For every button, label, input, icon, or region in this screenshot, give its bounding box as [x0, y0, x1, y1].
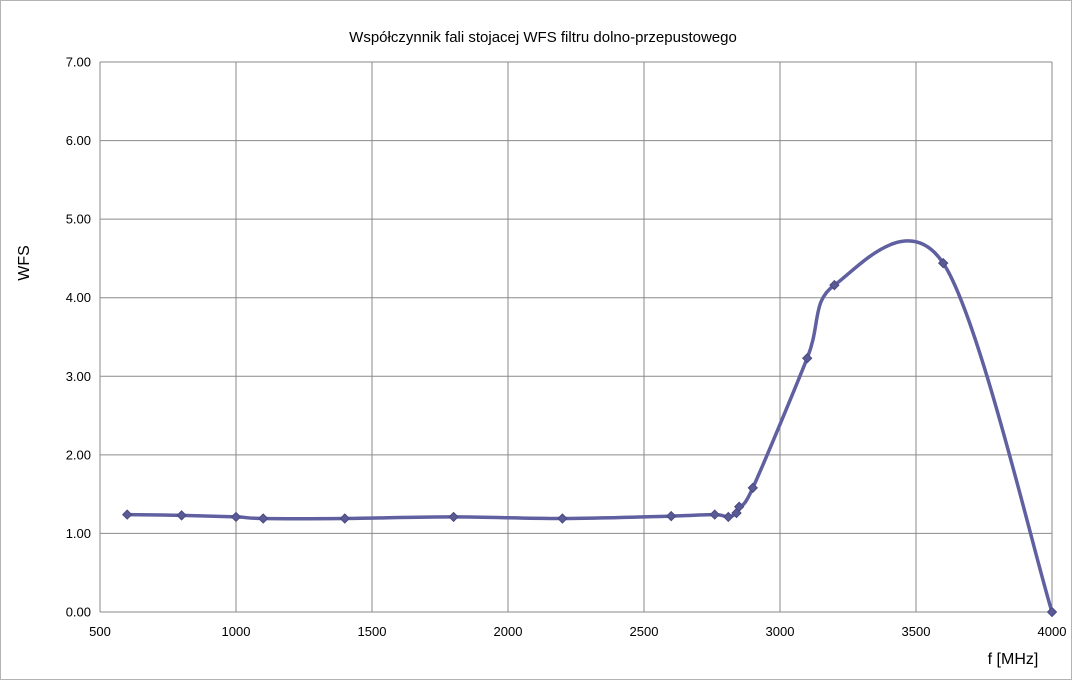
y-tick-label: 6.00 — [66, 133, 91, 148]
data-point — [557, 513, 568, 524]
y-tick-label: 4.00 — [66, 290, 91, 305]
y-tick-label: 7.00 — [66, 55, 91, 70]
data-point — [801, 353, 813, 364]
x-tick-label: 500 — [89, 624, 111, 639]
chart-title: Współczynnik fali stojacej WFS filtru do… — [349, 29, 737, 46]
data-point — [937, 257, 949, 269]
data-point — [448, 511, 459, 523]
y-tick-label: 1.00 — [66, 526, 91, 541]
x-axis-title: f [MHz] — [988, 651, 1039, 668]
data-point — [747, 482, 759, 494]
x-tick-label: 3500 — [902, 624, 931, 639]
data-point — [176, 510, 187, 521]
x-tick-label: 3000 — [766, 624, 795, 639]
data-point — [723, 511, 734, 523]
series — [121, 239, 1058, 618]
x-tick-label: 4000 — [1038, 624, 1067, 639]
data-point — [665, 510, 677, 522]
y-tick-label: 3.00 — [66, 369, 91, 384]
y-tick-label: 0.00 — [66, 605, 91, 620]
x-tick-label: 2500 — [630, 624, 659, 639]
data-point — [1046, 606, 1058, 618]
x-tick-label: 1500 — [358, 624, 387, 639]
data-point — [121, 509, 133, 520]
x-tick-label: 1000 — [222, 624, 251, 639]
series-line — [125, 239, 1054, 614]
grid — [99, 61, 1053, 613]
y-axis-title: WFS — [16, 245, 33, 281]
tick-labels: 500 1000 1500 2000 2500 3000 3500 4000 0.00 1.00 2… — [66, 55, 1067, 640]
x-tick-label: 2000 — [494, 624, 523, 639]
y-tick-label: 5.00 — [66, 212, 91, 227]
data-point — [709, 509, 720, 520]
data-point — [230, 511, 242, 523]
data-point — [829, 279, 840, 291]
data-point — [339, 513, 351, 524]
y-tick-label: 2.00 — [66, 447, 91, 462]
data-point — [257, 513, 269, 524]
data-point — [733, 501, 745, 512]
